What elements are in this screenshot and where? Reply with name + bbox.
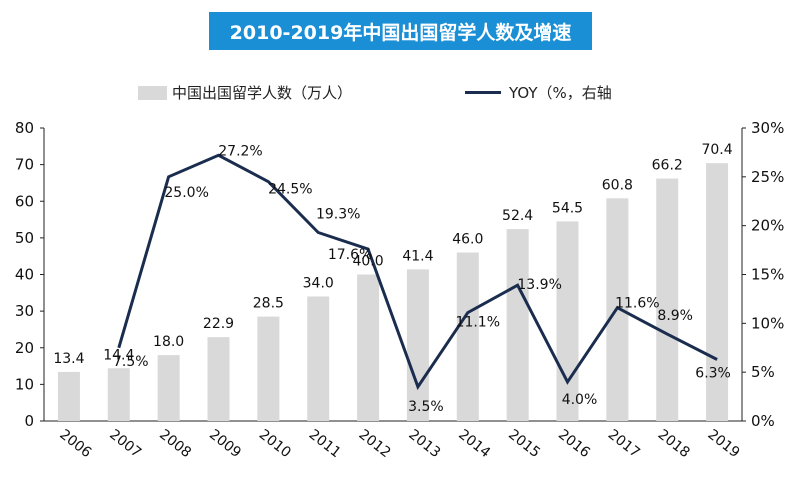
bar xyxy=(57,371,80,421)
right-axis-tick-label: 25% xyxy=(751,168,784,186)
bar-value-label: 46.0 xyxy=(452,232,483,248)
x-axis-tick-label: 2008 xyxy=(156,427,194,462)
bar xyxy=(107,368,130,421)
bar-value-label: 28.5 xyxy=(253,296,284,312)
right-axis-tick-label: 20% xyxy=(751,217,784,235)
bar xyxy=(406,269,429,421)
x-axis-tick-label: 2009 xyxy=(206,427,244,462)
bar-value-label: 66.2 xyxy=(652,158,683,174)
yoy-value-label: 6.3% xyxy=(695,365,731,381)
left-axis-tick-label: 40 xyxy=(15,266,34,284)
bar-value-label: 52.4 xyxy=(502,208,533,224)
yoy-value-label: 27.2% xyxy=(218,143,262,159)
x-axis-tick-label: 2019 xyxy=(705,427,743,462)
x-axis-tick-label: 2015 xyxy=(505,427,543,462)
bar-value-label: 54.5 xyxy=(552,200,583,216)
x-axis-tick-label: 2006 xyxy=(56,427,94,462)
legend-swatch-line xyxy=(465,91,501,94)
left-axis-tick-label: 70 xyxy=(15,156,34,174)
yoy-value-label: 13.9% xyxy=(517,277,561,293)
yoy-line xyxy=(117,153,718,391)
legend: 中国出国留学人数（万人） YOY（%，右轴 xyxy=(0,82,800,108)
legend-label-students: 中国出国留学人数（万人） xyxy=(172,84,353,102)
right-axis-tick-label: 30% xyxy=(751,119,784,137)
legend-swatch-bar xyxy=(138,85,167,100)
right-axis-tick-label: 15% xyxy=(751,266,784,284)
x-axis-tick-label: 2018 xyxy=(655,427,693,462)
bar-value-label: 14.4 xyxy=(103,347,134,363)
bar xyxy=(506,229,529,421)
bar xyxy=(656,178,679,421)
bar xyxy=(257,316,280,421)
left-axis-tick-label: 0 xyxy=(24,412,34,430)
left-axis-tick-label: 30 xyxy=(15,302,34,320)
yoy-value-label: 25.0% xyxy=(164,185,208,201)
yoy-value-label: 11.6% xyxy=(615,296,659,312)
bar-value-label: 40.0 xyxy=(352,254,383,270)
legend-item-yoy: YOY（%，右轴 xyxy=(465,82,612,103)
yoy-value-label: 7.5% xyxy=(113,354,149,370)
right-axis-tick-label: 5% xyxy=(751,363,775,381)
bar-value-label: 41.4 xyxy=(402,248,433,264)
bar xyxy=(357,274,380,421)
x-axis-tick-label: 2010 xyxy=(256,427,294,462)
x-axis-tick-label: 2007 xyxy=(106,427,144,462)
bar-value-label: 22.9 xyxy=(203,316,234,332)
left-axis-tick-label: 50 xyxy=(15,229,34,247)
left-axis-tick-label: 10 xyxy=(15,375,34,393)
bar xyxy=(157,355,180,421)
x-axis-tick-label: 2013 xyxy=(405,427,443,462)
legend-item-students: 中国出国留学人数（万人） xyxy=(138,82,352,103)
bar-value-label: 34.0 xyxy=(303,275,334,291)
bar-value-label: 18.0 xyxy=(153,334,184,350)
yoy-value-label: 3.5% xyxy=(408,399,444,415)
bar xyxy=(307,296,330,421)
right-axis-tick-label: 0% xyxy=(751,412,775,430)
bar-value-label: 70.4 xyxy=(701,142,732,158)
left-axis-tick-label: 80 xyxy=(15,119,34,137)
bar xyxy=(456,252,479,421)
left-axis-tick-label: 20 xyxy=(15,339,34,357)
left-axis-tick-label: 60 xyxy=(15,192,34,210)
legend-label-yoy: YOY（%，右轴 xyxy=(509,84,612,102)
x-axis-tick-label: 2012 xyxy=(356,427,394,462)
x-axis-tick-label: 2014 xyxy=(455,427,493,462)
yoy-value-label: 24.5% xyxy=(268,182,312,198)
yoy-value-label: 8.9% xyxy=(657,308,693,324)
yoy-value-label: 17.6% xyxy=(328,247,372,263)
bar-value-label: 60.8 xyxy=(602,177,633,193)
yoy-value-label: 11.1% xyxy=(456,315,500,331)
right-axis-tick-label: 10% xyxy=(751,314,784,332)
chart-title: 2010-2019年中国出国留学人数及增速 xyxy=(209,12,592,50)
yoy-value-label: 19.3% xyxy=(316,207,360,223)
x-axis-tick-label: 2011 xyxy=(306,427,344,462)
bar xyxy=(706,163,729,421)
x-axis-tick-label: 2016 xyxy=(555,427,593,462)
bar xyxy=(207,337,230,421)
yoy-value-label: 4.0% xyxy=(562,392,598,408)
x-axis-tick-label: 2017 xyxy=(605,427,643,462)
bar-value-label: 13.4 xyxy=(53,351,84,367)
